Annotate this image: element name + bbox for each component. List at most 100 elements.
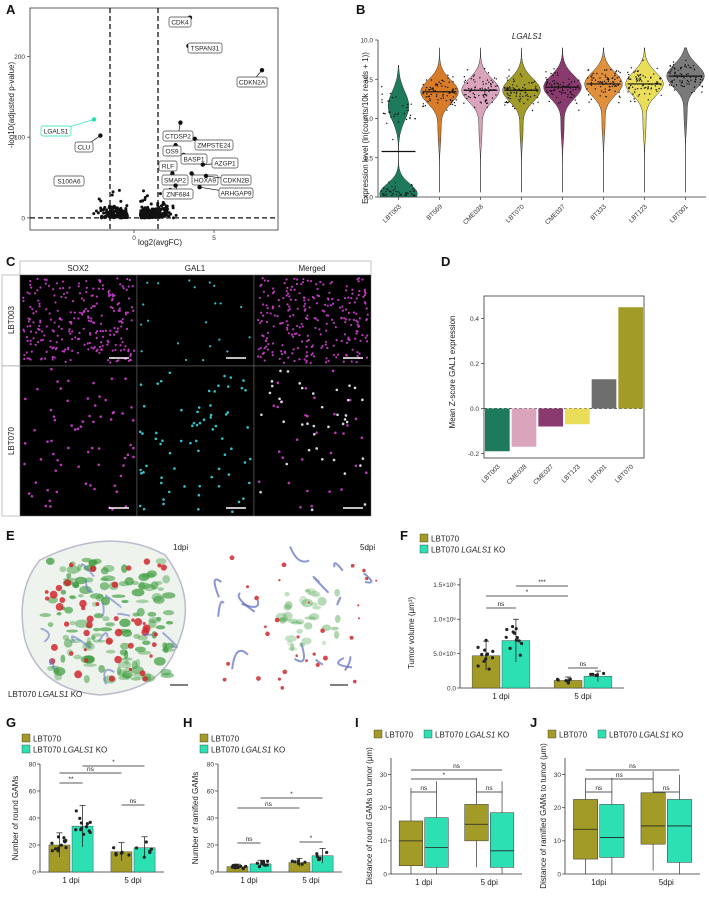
violin-point: [473, 74, 476, 76]
gam-red: [68, 562, 74, 568]
violin-point: [522, 86, 524, 89]
violin-point: [391, 185, 393, 188]
micro-cell: [210, 475, 214, 479]
micro-cell: [318, 328, 321, 331]
gam-red: [278, 579, 281, 582]
violin-point: [508, 69, 510, 71]
bar-data-point: [79, 828, 83, 832]
micro-cell: [130, 306, 134, 309]
tumor-cell-green: [135, 658, 141, 668]
violin-point: [516, 85, 518, 87]
violin-point: [682, 85, 684, 88]
micro-cell: [364, 302, 367, 305]
violin-point: [452, 76, 454, 78]
gam-red: [222, 677, 227, 682]
violin-plot: LGALS1 Expression level (ln(counts/10k r…: [360, 32, 706, 226]
panel-label-c: C: [6, 254, 16, 269]
box: [667, 799, 692, 863]
violin-point: [629, 84, 632, 87]
micro-cell: [117, 302, 121, 305]
violin-point: [645, 86, 647, 89]
micro-cell: [98, 345, 102, 348]
micro-cell: [358, 317, 361, 320]
micro-cell: [359, 339, 362, 342]
micro-cell: [300, 423, 304, 426]
gam-red: [81, 605, 86, 611]
tumor-cell-green: [64, 606, 73, 614]
micro-cell: [117, 309, 120, 312]
gam-red: [296, 635, 300, 639]
micro-cell: [124, 505, 128, 508]
bar-data-point: [59, 843, 63, 847]
bar-ylabel: Number of round GAMs: [11, 776, 20, 860]
micro-cell: [312, 432, 316, 436]
micro-cell: [330, 280, 334, 284]
tumor-cell-green: [304, 589, 311, 593]
micro-cell: [73, 317, 76, 320]
micro-cell: [288, 308, 291, 311]
volcano-point: [143, 198, 147, 202]
micro-cell: [266, 331, 270, 334]
micro-cell: [67, 348, 70, 351]
violin-point: [638, 93, 641, 96]
micro-cell: [340, 317, 343, 320]
bar-ytick-label: 60: [207, 788, 215, 795]
micro-cell: [242, 379, 245, 382]
volcano-point: [145, 210, 149, 214]
legend-swatch-ko: [21, 744, 31, 754]
bar-ytick-label: 40: [29, 815, 37, 822]
bar-data-point: [484, 657, 488, 661]
micro-cell: [295, 278, 299, 281]
micro-cell: [81, 420, 85, 423]
bar-data-point: [518, 653, 522, 657]
micro-cell: [111, 349, 114, 352]
micro-cell: [92, 347, 95, 350]
violin-point: [519, 98, 522, 100]
micro-cell: [320, 458, 324, 461]
violin-point: [649, 93, 651, 95]
violin-point: [549, 83, 551, 85]
micro-cell: [356, 351, 359, 354]
micro-cell: [78, 331, 81, 334]
tumor-cell-green: [137, 635, 148, 641]
violin-point: [572, 89, 574, 91]
tumor-cell-green: [83, 663, 97, 667]
violin-point: [570, 90, 572, 93]
violin-point: [469, 96, 471, 99]
violin-point: [398, 192, 401, 194]
bar-data-point: [88, 830, 92, 835]
micro-cell: [223, 453, 227, 457]
violin-point: [564, 92, 567, 94]
micro-cell: [341, 305, 344, 308]
violin-point: [518, 99, 520, 101]
violin-point: [472, 75, 475, 77]
micro-cell: [260, 311, 263, 314]
micro-cell: [226, 411, 230, 414]
micro-cell: [331, 297, 334, 301]
micro-cell: [100, 314, 103, 317]
violin-point: [687, 64, 690, 67]
micro-tile: [253, 365, 372, 517]
micro-cell: [141, 432, 144, 435]
micro-cell: [266, 294, 270, 297]
violin-point: [524, 92, 527, 94]
violin-point: [618, 95, 621, 97]
micro-cell: [71, 349, 74, 352]
violin-point: [577, 85, 579, 87]
micro-cell: [61, 350, 64, 353]
tumor-cell-green: [285, 635, 297, 642]
violin-point: [596, 72, 598, 75]
micro-cell: [46, 440, 49, 443]
violin-point: [553, 83, 556, 85]
violin-point: [614, 90, 616, 93]
violin-point: [680, 66, 683, 69]
micro-cell: [110, 377, 114, 380]
volcano-point: [104, 211, 108, 215]
violin-point: [606, 77, 609, 79]
tumor-cell-green: [143, 584, 156, 592]
violin-point: [388, 190, 391, 193]
legend-label-lbt070: LBT070: [559, 731, 588, 740]
bar-data-point: [56, 835, 61, 839]
violin-point: [592, 72, 594, 75]
